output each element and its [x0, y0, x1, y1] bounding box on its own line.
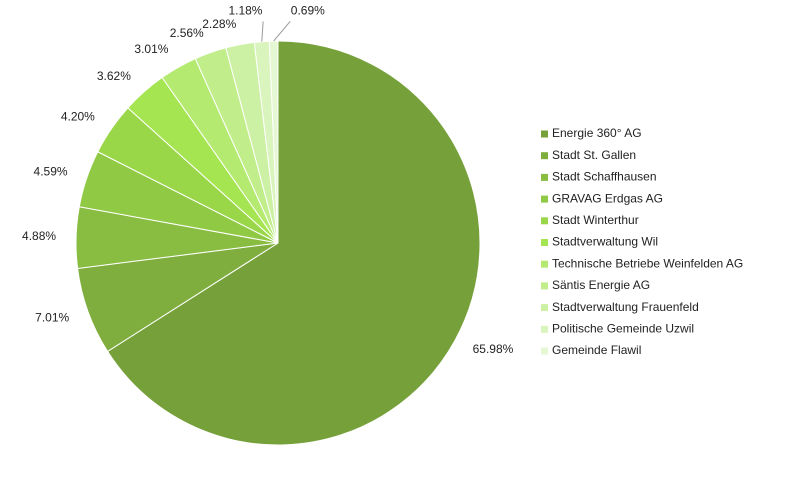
data-label: 4.20% [61, 110, 95, 124]
legend-swatch [541, 325, 548, 333]
leader-line [261, 21, 264, 42]
legend-label: Technische Betriebe Weinfelden AG [552, 256, 743, 270]
data-label: 65.98% [473, 342, 514, 356]
legend-label: Politische Gemeinde Uzwil [552, 321, 694, 335]
legend-label: Stadt Schaffhausen [552, 170, 657, 184]
legend-swatch [541, 130, 548, 138]
legend-label: Säntis Energie AG [552, 278, 650, 292]
legend-label: Gemeinde Flawil [552, 343, 641, 357]
data-label: 2.28% [202, 17, 236, 31]
legend-label: Energie 360° AG [552, 126, 642, 140]
data-label: 7.01% [35, 311, 69, 325]
legend-swatch [541, 239, 548, 246]
leader-line [273, 21, 291, 42]
legend-label: Stadt St. Gallen [552, 148, 636, 162]
legend-swatch [541, 260, 548, 268]
legend-swatch [541, 195, 548, 203]
data-label: 1.18% [228, 4, 262, 18]
pie-slice [268, 40, 279, 244]
legend-swatch [541, 152, 548, 160]
legend-label: Stadt Winterthur [552, 213, 639, 227]
data-label: 3.01% [134, 42, 168, 56]
data-label: 3.62% [97, 69, 131, 83]
legend-swatch [541, 217, 548, 225]
legend-swatch [541, 173, 548, 181]
pie-slice [106, 40, 481, 446]
data-label: 4.59% [34, 164, 68, 178]
data-label: 2.56% [170, 26, 204, 40]
legend-label: Stadtverwaltung Frauenfeld [552, 300, 699, 314]
data-label: 4.88% [22, 229, 56, 243]
legend-swatch [541, 282, 548, 290]
legend-label: Stadtverwaltung Wil [552, 235, 658, 249]
data-label: 0.69% [291, 4, 325, 18]
legend-label: GRAVAG Erdgas AG [552, 191, 663, 205]
legend-swatch [541, 347, 548, 355]
legend-swatch [541, 304, 548, 312]
